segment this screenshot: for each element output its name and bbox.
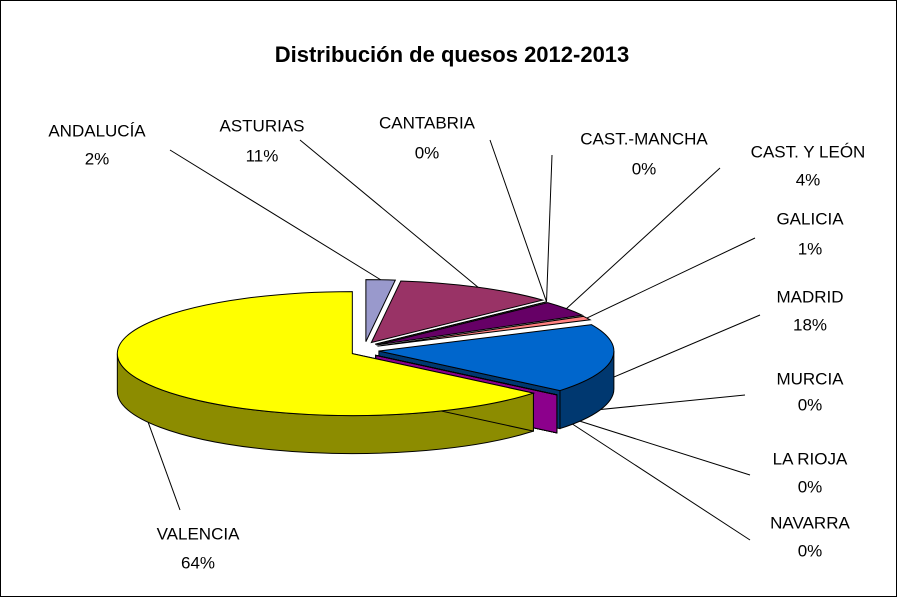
slice-value-label: 1% (798, 239, 823, 258)
slice-value-label: 11% (246, 146, 279, 165)
slice-value-label: 0% (632, 159, 657, 178)
leader-line (586, 237, 756, 319)
leader-line (169, 149, 381, 281)
slice-label: ANDALUCÍA (48, 121, 146, 140)
pie-slice (365, 279, 397, 342)
slice-value-label: 0% (415, 143, 440, 162)
leader-line (566, 167, 721, 309)
slice-value-label: 64% (181, 553, 215, 572)
leader-line (556, 413, 751, 541)
slice-label: NAVARRA (770, 513, 850, 532)
slice-value-label: 18% (793, 315, 827, 334)
slice-label: CAST. Y LEÓN (751, 142, 866, 161)
slice-label: MADRID (776, 287, 843, 306)
slice-value-label: 0% (798, 541, 823, 560)
pie-slice (376, 302, 584, 346)
slice-label: VALENCIA (157, 524, 240, 543)
pie-slice (375, 301, 547, 345)
pie-slice (370, 280, 545, 344)
leader-line (546, 154, 553, 302)
slice-label: ASTURIAS (219, 116, 304, 135)
slice-label: CAST.-MANCHA (580, 129, 708, 148)
slice-label: GALICIA (776, 209, 844, 228)
slice-value-label: 4% (796, 170, 821, 189)
slice-label: LA RIOJA (773, 449, 848, 468)
pie-slice (116, 291, 536, 417)
pie-slice (378, 324, 615, 392)
leader-line (611, 314, 761, 379)
slice-value-label: 2% (85, 149, 110, 168)
leader-line (299, 139, 479, 288)
slice-value-label: 0% (798, 477, 823, 496)
leader-line (556, 413, 751, 476)
pie-slice (377, 315, 592, 347)
slice-value-label: 0% (798, 395, 823, 414)
slice-label: MURCIA (776, 369, 844, 388)
chart-title: Distribución de quesos 2012-2013 (275, 42, 630, 67)
slice-label: CANTABRIA (379, 113, 476, 132)
leader-line (489, 139, 547, 302)
